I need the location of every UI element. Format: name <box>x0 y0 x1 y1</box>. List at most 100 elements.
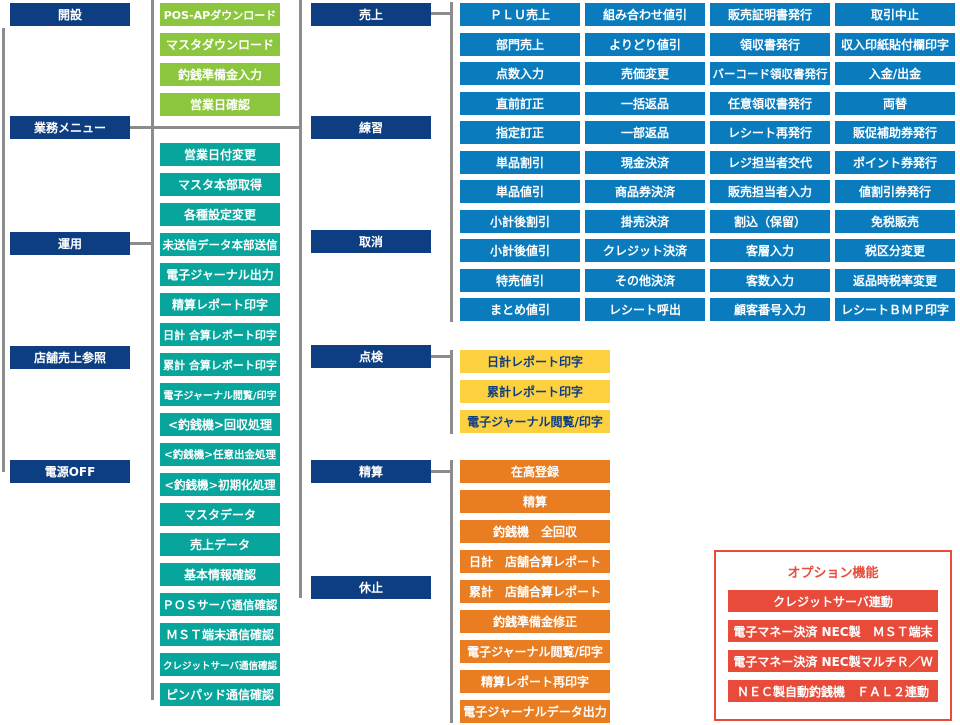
sales-function-button[interactable]: 売価変更 <box>585 62 705 85</box>
sales-function-button[interactable]: 小計後割引 <box>460 209 580 233</box>
sales-function-button[interactable]: 一括返品 <box>585 91 705 115</box>
sales-function-button[interactable]: 両替 <box>835 91 955 115</box>
menu-opening[interactable]: 開設 <box>10 3 130 26</box>
option-feature-button[interactable]: クレジットサーバ連動 <box>728 590 938 612</box>
operation-task-button[interactable]: <釣銭機>初期化処理 <box>160 473 280 496</box>
operation-task-button[interactable]: 未送信データ本部送信 <box>160 233 280 256</box>
settlement-task-button[interactable]: 累計 店舗合算レポート <box>460 580 610 603</box>
sales-function-button[interactable]: 販売担当者入力 <box>710 180 830 203</box>
mode-void[interactable]: 取消 <box>311 230 431 253</box>
operation-task-button[interactable]: マスタ本部取得 <box>160 173 280 196</box>
operation-task-button[interactable]: 電子ジャーナル出力 <box>160 263 280 286</box>
option-feature-button[interactable]: ＮＥＣ製自動釣銭機 ＦＡＬ２連動 <box>728 680 938 702</box>
connector-inspection <box>431 355 453 358</box>
operation-task-button[interactable]: クレジットサーバ通信確認 <box>160 653 280 676</box>
inspection-group: 日計レポート印字 累計レポート印字 電子ジャーナル閲覧/印字 <box>460 350 610 433</box>
sales-function-button[interactable]: 取引中止 <box>835 3 955 26</box>
menu-business[interactable]: 業務メニュー <box>10 116 130 139</box>
sales-function-button[interactable]: 返品時税率変更 <box>835 268 955 292</box>
menu-store-sales-view[interactable]: 店舗売上参照 <box>10 346 130 369</box>
sales-function-button[interactable]: 単品値引 <box>460 180 580 203</box>
settlement-task-button[interactable]: 在高登録 <box>460 460 610 483</box>
sales-function-button[interactable]: 任意領収書発行 <box>710 91 830 115</box>
sales-function-button[interactable]: 免税販売 <box>835 209 955 233</box>
operation-task-button[interactable]: 各種設定変更 <box>160 203 280 226</box>
sales-function-button[interactable]: 販売証明書発行 <box>710 3 830 26</box>
opening-task-button[interactable]: POS-APダウンロード <box>160 3 280 26</box>
inspection-task-button[interactable]: 日計レポート印字 <box>460 350 610 373</box>
operation-task-button[interactable]: 日計 合算レポート印字 <box>160 323 280 346</box>
sales-function-button[interactable]: 小計後値引 <box>460 239 580 262</box>
operation-task-button[interactable]: <釣銭機>任意出金処理 <box>160 443 280 466</box>
operation-task-button[interactable]: ＭＳＴ端末通信確認 <box>160 623 280 646</box>
settlement-task-button[interactable]: 精算レポート再印字 <box>460 670 610 693</box>
operation-task-button[interactable]: 精算レポート印字 <box>160 293 280 316</box>
settlement-task-button[interactable]: 釣銭準備金修正 <box>460 610 610 633</box>
sales-function-button[interactable]: 収入印紙貼付欄印字 <box>835 32 955 56</box>
sales-function-button[interactable]: レジ担当者交代 <box>710 150 830 174</box>
sales-function-button[interactable]: ポイント券発行 <box>835 150 955 174</box>
operation-task-button[interactable]: 売上データ <box>160 533 280 556</box>
sales-function-button[interactable]: その他決済 <box>585 268 705 292</box>
operation-task-button[interactable]: ＰＯＳサーバ通信確認 <box>160 593 280 616</box>
sales-function-button[interactable]: 割込（保留） <box>710 209 830 233</box>
operation-task-button[interactable]: <釣銭機>回収処理 <box>160 413 280 436</box>
option-feature-button[interactable]: 電子マネー決済 NEC製 ＭＳＴ端末 <box>728 620 938 642</box>
sales-function-button[interactable]: 入金/出金 <box>835 62 955 85</box>
operation-task-button[interactable]: 基本情報確認 <box>160 563 280 586</box>
bracket-sales-functions <box>450 2 453 322</box>
opening-task-button[interactable]: 営業日確認 <box>160 93 280 116</box>
sales-function-button[interactable]: レシートＢＭＰ印字 <box>835 298 955 321</box>
sales-function-button[interactable]: 組み合わせ値引 <box>585 3 705 26</box>
mode-sales[interactable]: 売上 <box>311 3 431 26</box>
sales-function-button[interactable]: 商品券決済 <box>585 180 705 203</box>
sales-function-button[interactable]: 部門売上 <box>460 32 580 56</box>
inspection-task-button[interactable]: 累計レポート印字 <box>460 380 610 403</box>
sales-function-button[interactable]: 客層入力 <box>710 239 830 262</box>
sales-function-button[interactable]: 掛売決済 <box>585 209 705 233</box>
sales-function-button[interactable]: 客数入力 <box>710 268 830 292</box>
sales-function-button[interactable]: 特売値引 <box>460 268 580 292</box>
sales-function-button[interactable]: 販促補助券発行 <box>835 121 955 144</box>
sales-function-button[interactable]: 税区分変更 <box>835 239 955 262</box>
sales-function-button[interactable]: 顧客番号入力 <box>710 298 830 321</box>
settlement-task-button[interactable]: 日計 店舗合算レポート <box>460 550 610 573</box>
operation-task-button[interactable]: ピンパッド通信確認 <box>160 683 280 706</box>
settlement-task-button[interactable]: 電子ジャーナルデータ出力 <box>460 700 610 723</box>
connector-settlement <box>431 470 453 473</box>
mode-suspend[interactable]: 休止 <box>311 576 431 599</box>
sales-function-button[interactable]: バーコード領収書発行 <box>710 62 830 85</box>
mode-settlement[interactable]: 精算 <box>311 460 431 483</box>
operation-task-button[interactable]: 営業日付変更 <box>160 143 280 166</box>
sales-function-button[interactable]: レシート再発行 <box>710 121 830 144</box>
settlement-group: 在高登録 精算 釣銭機 全回収 日計 店舗合算レポート 累計 店舗合算レポート … <box>460 460 610 723</box>
mode-inspection[interactable]: 点検 <box>311 345 431 368</box>
sales-function-button[interactable]: 直前訂正 <box>460 91 580 115</box>
sales-function-button[interactable]: クレジット決済 <box>585 239 705 262</box>
inspection-task-button[interactable]: 電子ジャーナル閲覧/印字 <box>460 410 610 433</box>
option-feature-button[interactable]: 電子マネー決済 NEC製マルチＲ／Ｗ <box>728 650 938 672</box>
menu-power-off[interactable]: 電源OFF <box>10 460 130 483</box>
sales-function-button[interactable]: 一部返品 <box>585 121 705 144</box>
opening-task-button[interactable]: マスタダウンロード <box>160 33 280 56</box>
connector-left-spine <box>2 28 5 472</box>
sales-function-button[interactable]: 指定訂正 <box>460 121 580 144</box>
settlement-task-button[interactable]: 電子ジャーナル閲覧/印字 <box>460 640 610 663</box>
settlement-task-button[interactable]: 釣銭機 全回収 <box>460 520 610 543</box>
sales-function-button[interactable]: 単品割引 <box>460 150 580 174</box>
sales-function-button[interactable]: 現金決済 <box>585 150 705 174</box>
menu-operation[interactable]: 運用 <box>10 232 130 255</box>
sales-function-button[interactable]: まとめ値引 <box>460 298 580 321</box>
sales-function-button[interactable]: レシート呼出 <box>585 298 705 321</box>
operation-task-button[interactable]: 累計 合算レポート印字 <box>160 353 280 376</box>
mode-training[interactable]: 練習 <box>311 116 431 139</box>
sales-function-button[interactable]: 点数入力 <box>460 62 580 85</box>
sales-function-button[interactable]: 領収書発行 <box>710 32 830 56</box>
opening-task-button[interactable]: 釣銭準備金入力 <box>160 63 280 86</box>
sales-function-button[interactable]: 値割引券発行 <box>835 180 955 203</box>
sales-function-button[interactable]: ＰＬＵ売上 <box>460 3 580 26</box>
sales-function-button[interactable]: よりどり値引 <box>585 32 705 56</box>
settlement-task-button[interactable]: 精算 <box>460 490 610 513</box>
operation-task-button[interactable]: マスタデータ <box>160 503 280 526</box>
operation-task-button[interactable]: 電子ジャーナル閲覧/印字 <box>160 383 280 406</box>
